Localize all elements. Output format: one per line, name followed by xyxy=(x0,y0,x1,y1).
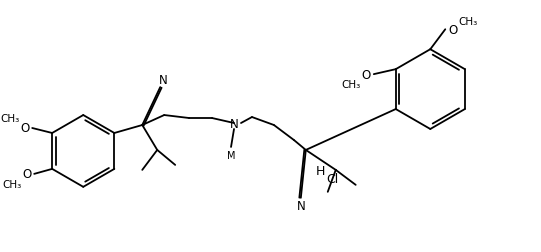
Text: CH₃: CH₃ xyxy=(1,114,20,123)
Text: N: N xyxy=(296,200,305,212)
Text: H: H xyxy=(316,165,325,178)
Text: M: M xyxy=(227,150,235,160)
Text: CH₃: CH₃ xyxy=(459,17,478,27)
Text: Cl: Cl xyxy=(326,173,339,186)
Text: O: O xyxy=(448,24,458,37)
Text: CH₃: CH₃ xyxy=(3,179,22,189)
Text: N: N xyxy=(159,73,168,86)
Text: O: O xyxy=(23,168,32,181)
Text: O: O xyxy=(21,122,30,135)
Text: N: N xyxy=(229,117,239,130)
Text: O: O xyxy=(361,68,371,81)
Text: CH₃: CH₃ xyxy=(341,80,360,90)
